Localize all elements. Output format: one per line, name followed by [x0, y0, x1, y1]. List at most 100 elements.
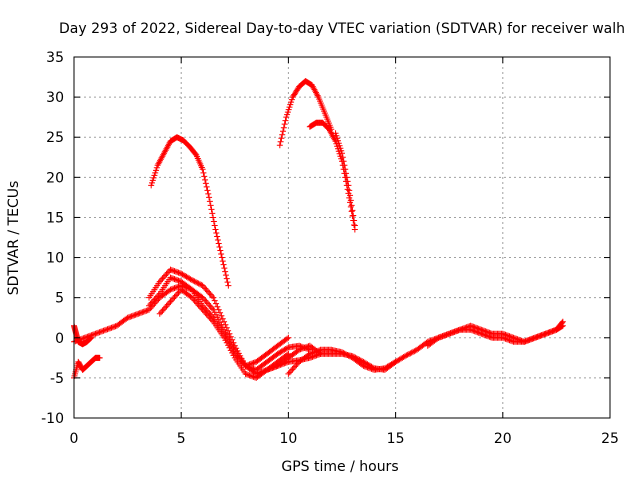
data-point-marker: [439, 333, 446, 340]
data-point-marker: [477, 326, 484, 333]
data-point-marker: [510, 334, 517, 341]
data-point-marker: [133, 311, 140, 318]
data-point-marker: [392, 358, 399, 365]
data-point-marker: [107, 325, 114, 332]
data-point-marker: [334, 135, 341, 142]
data-point-marker: [542, 330, 549, 337]
data-point-marker: [506, 333, 513, 340]
data-point-marker: [190, 277, 197, 284]
data-point-marker: [487, 330, 494, 337]
data-point-marker: [188, 277, 195, 284]
data-point-marker: [168, 286, 175, 293]
data-point-marker: [245, 371, 252, 378]
data-point-marker: [103, 326, 110, 333]
y-tick-label: 30: [46, 90, 64, 106]
data-point-marker: [230, 339, 237, 346]
data-point-marker: [213, 229, 220, 236]
data-point-marker: [111, 323, 118, 330]
data-point-marker: [192, 279, 199, 286]
data-point-marker: [475, 325, 482, 332]
data-point-marker: [369, 364, 376, 371]
data-point-marker: [175, 277, 182, 284]
data-point-marker: [537, 332, 544, 339]
data-point-marker: [450, 329, 457, 336]
data-point-marker: [276, 362, 283, 369]
data-point-marker: [448, 329, 455, 336]
data-point-marker: [171, 268, 178, 275]
series-low-arc-d: [156, 286, 292, 381]
data-point-marker: [281, 121, 288, 128]
data-point-marker: [408, 349, 415, 356]
data-point-marker: [87, 335, 94, 342]
data-point-marker: [149, 177, 156, 184]
data-point-marker: [273, 363, 280, 370]
data-point-marker: [246, 372, 253, 379]
data-point-marker: [217, 247, 224, 254]
data-point-marker: [214, 303, 221, 310]
y-tick-label: 25: [46, 130, 64, 146]
data-point-marker: [125, 314, 132, 321]
series-arc-peak-25: [148, 134, 232, 289]
data-point-marker: [440, 332, 447, 339]
data-point-marker: [174, 269, 181, 276]
data-point-marker: [175, 283, 182, 290]
data-point-marker: [485, 329, 492, 336]
data-point-marker: [219, 315, 226, 322]
plot-frame: [73, 56, 611, 419]
data-point-marker: [277, 361, 284, 368]
data-point-marker: [175, 269, 182, 276]
data-point-marker: [313, 352, 320, 359]
data-point-marker: [471, 324, 478, 331]
data-point-marker: [225, 327, 232, 334]
data-point-marker: [351, 353, 358, 360]
data-point-marker: [540, 331, 546, 338]
data-point-marker: [174, 277, 181, 284]
data-point-marker: [95, 329, 102, 336]
data-point-marker: [333, 132, 340, 139]
data-point-marker: [249, 360, 256, 367]
data-point-marker: [196, 281, 203, 288]
data-point-marker: [343, 170, 350, 177]
data-point-marker: [206, 194, 213, 201]
data-point-marker: [105, 325, 112, 332]
data-point-marker: [534, 333, 541, 340]
data-point-marker: [531, 334, 538, 341]
data-point-marker: [538, 332, 545, 339]
data-point-marker: [234, 347, 241, 354]
data-point-marker: [559, 319, 566, 326]
data-point-marker: [222, 272, 229, 279]
data-point-marker: [283, 114, 290, 121]
series-low-arc-g: [424, 318, 566, 349]
data-point-marker: [332, 130, 339, 137]
data-point-marker: [140, 308, 147, 315]
data-point-marker: [225, 282, 232, 289]
data-point-marker: [249, 373, 256, 380]
data-point-marker: [278, 361, 285, 368]
data-point-marker: [280, 360, 287, 367]
data-point-marker: [206, 198, 213, 205]
data-point-marker: [284, 335, 291, 342]
data-point-marker: [501, 331, 508, 338]
data-point-marker: [168, 275, 175, 282]
data-point-marker: [247, 372, 254, 379]
data-point-marker: [305, 343, 312, 350]
data-point-marker: [136, 310, 143, 317]
data-point-marker: [478, 326, 485, 333]
data-point-marker: [288, 99, 295, 106]
data-point-marker: [274, 362, 281, 369]
data-point-marker: [170, 285, 177, 292]
data-point-marker: [269, 364, 276, 371]
data-point-marker: [559, 318, 566, 325]
x-tick-label: 0: [70, 431, 79, 447]
data-point-marker: [226, 344, 233, 351]
data-point-marker: [231, 342, 238, 349]
data-point-marker: [503, 332, 510, 339]
data-point-marker: [176, 270, 183, 277]
data-point-marker: [444, 331, 451, 338]
data-point-marker: [285, 334, 292, 341]
x-tick-label: 5: [177, 431, 186, 447]
data-point-marker: [152, 169, 159, 176]
data-point-marker: [205, 190, 212, 197]
data-point-marker: [285, 106, 292, 113]
data-point-marker: [499, 330, 506, 337]
